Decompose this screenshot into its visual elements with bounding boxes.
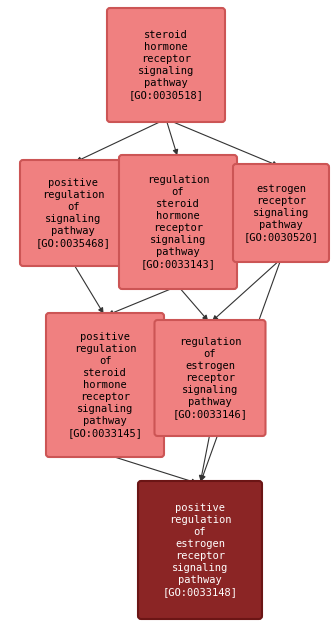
Text: positive
regulation
of
estrogen
receptor
signaling
pathway
[GO:0033148]: positive regulation of estrogen receptor… [162, 503, 237, 597]
FancyBboxPatch shape [46, 313, 164, 457]
FancyBboxPatch shape [154, 320, 266, 436]
Text: steroid
hormone
receptor
signaling
pathway
[GO:0030518]: steroid hormone receptor signaling pathw… [128, 30, 204, 100]
FancyBboxPatch shape [107, 8, 225, 122]
Text: estrogen
receptor
signaling
pathway
[GO:0030520]: estrogen receptor signaling pathway [GO:… [243, 184, 318, 242]
FancyBboxPatch shape [233, 164, 329, 262]
FancyBboxPatch shape [20, 160, 126, 266]
FancyBboxPatch shape [138, 481, 262, 619]
Text: positive
regulation
of
signaling
pathway
[GO:0035468]: positive regulation of signaling pathway… [36, 178, 111, 248]
Text: regulation
of
steroid
hormone
receptor
signaling
pathway
[GO:0033143]: regulation of steroid hormone receptor s… [140, 175, 215, 269]
FancyBboxPatch shape [119, 155, 237, 289]
Text: regulation
of
estrogen
receptor
signaling
pathway
[GO:0033146]: regulation of estrogen receptor signalin… [173, 337, 247, 419]
Text: positive
regulation
of
steroid
hormone
receptor
signaling
pathway
[GO:0033145]: positive regulation of steroid hormone r… [67, 332, 142, 438]
